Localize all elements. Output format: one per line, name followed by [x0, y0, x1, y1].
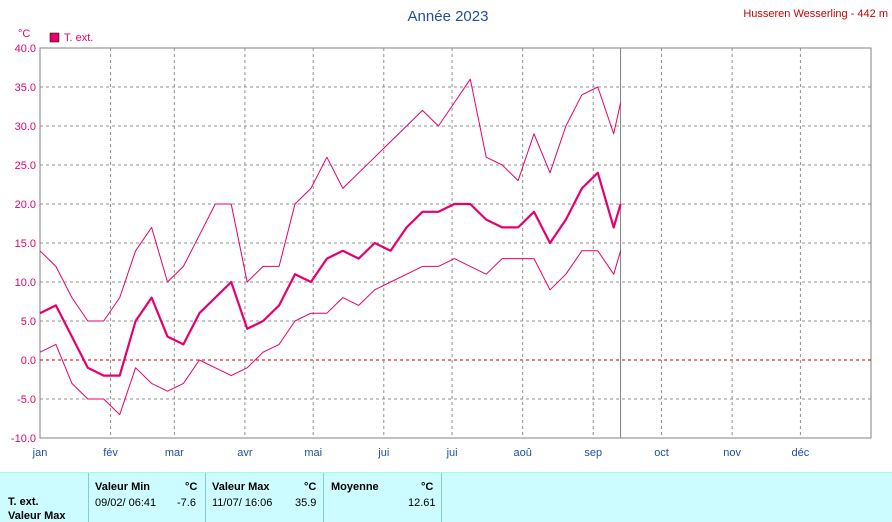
stats-min-column: Valeur Min °C 09/02/ 06:41 -7.6	[88, 473, 205, 522]
stats-mean-value: 12.61	[408, 497, 436, 509]
stats-max-unit: °C	[304, 481, 317, 493]
y-tick-label: 35.0	[15, 82, 36, 94]
stats-min-date: 09/02/ 06:41	[95, 497, 157, 509]
stats-mean-header: Moyenne	[331, 481, 379, 493]
legend-swatch	[49, 32, 60, 43]
chart-title: Année 2023	[408, 8, 489, 25]
y-tick-label: 10.0	[15, 277, 36, 289]
legend-label: T. ext.	[64, 32, 93, 44]
x-tick-label: oct	[654, 447, 669, 459]
y-tick-label: 30.0	[15, 121, 36, 133]
y-unit-label: °C	[18, 28, 30, 40]
stats-mean-unit: °C	[421, 481, 434, 493]
x-tick-label: jan	[32, 447, 48, 459]
chart: Année 2023 Husseren Wesserling - 442 m °…	[0, 0, 892, 472]
stats-min-header: Valeur Min	[95, 481, 151, 493]
y-tick-label: -10.0	[11, 433, 36, 445]
station-label: Husseren Wesserling - 442 m	[743, 8, 888, 20]
x-tick-label: déc	[792, 447, 810, 459]
y-tick-label: 25.0	[15, 160, 36, 172]
x-tick-label: sep	[584, 447, 602, 459]
stats-max-header: Valeur Max	[212, 481, 270, 493]
stats-min-value: -7.6	[177, 497, 196, 509]
stats-max-value: 35.9	[295, 497, 317, 509]
x-tick-label: avr	[237, 447, 253, 459]
series-line-min	[39, 250, 622, 416]
stats-divider	[441, 473, 443, 522]
stats-row-label: T. ext.	[8, 496, 39, 508]
series-line-mean	[39, 171, 622, 377]
stats-max-date: 11/07/ 16:06	[212, 497, 273, 509]
x-tick-label: nov	[723, 447, 741, 459]
y-tick-label: 0.0	[21, 355, 36, 367]
stats-mean-column: Moyenne °C 12.61	[323, 473, 441, 522]
x-tick-label: mar	[165, 447, 184, 459]
x-tick-label: mai	[304, 447, 322, 459]
x-tick-label: jui	[446, 447, 458, 459]
series-line-max	[39, 78, 622, 322]
y-tick-label: 5.0	[21, 316, 36, 328]
x-tick-label: fév	[103, 447, 118, 459]
legend: T. ext.	[49, 32, 93, 44]
y-tick-label: -5.0	[17, 394, 36, 406]
y-tick-label: 15.0	[15, 238, 36, 250]
y-tick-label: 20.0	[15, 199, 36, 211]
chart-background	[0, 0, 892, 472]
stats-max-column: Valeur Max °C 11/07/ 16:06 35.9	[205, 473, 323, 522]
stats-panel: T. ext. Valeur Max Valeur Min °C 09/02/ …	[0, 472, 892, 522]
stats-min-unit: °C	[185, 481, 198, 493]
stats-row-label: Valeur Max	[8, 510, 66, 522]
x-tick-label: aoû	[513, 447, 531, 459]
x-tick-label: jui	[377, 447, 389, 459]
y-tick-label: 40.0	[15, 43, 36, 55]
